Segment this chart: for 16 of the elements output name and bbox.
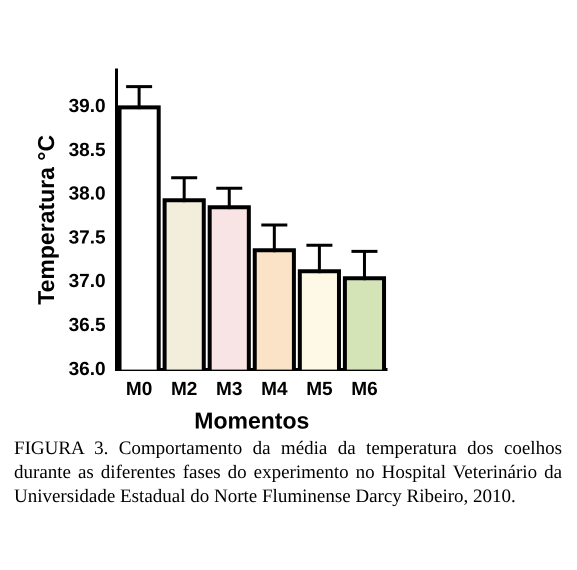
y-tick-label: 37.5 (68, 227, 106, 248)
y-tick-label: 38.5 (68, 140, 106, 161)
y-tick-label: 39.0 (68, 96, 106, 118)
x-axis-title: Momentos (194, 408, 310, 434)
x-tick-label: M3 (216, 379, 242, 400)
text: FIGURA 3. Comportamento da média da temperatura dos coelhos durante as diferentes fases do experimento no Hospital Veterinário da Universidade Estadual do Norte Fluminense Darcy Ribeiro, 2010. (14, 437, 562, 509)
y-tick-label: 38.0 (68, 184, 106, 205)
x-tick-label: M5 (306, 379, 334, 400)
y-tick-label: 36.0 (68, 358, 106, 380)
x-tick-label: M4 (261, 379, 288, 400)
y-axis-title: Temperatura °C (33, 134, 60, 305)
x-tick-label: M6 (351, 379, 378, 400)
y-tick-label: 36.5 (68, 315, 106, 336)
x-tick-label: M2 (170, 379, 198, 400)
x-tick-label: M0 (126, 379, 152, 400)
y-tick-label: 37.0 (68, 271, 106, 292)
